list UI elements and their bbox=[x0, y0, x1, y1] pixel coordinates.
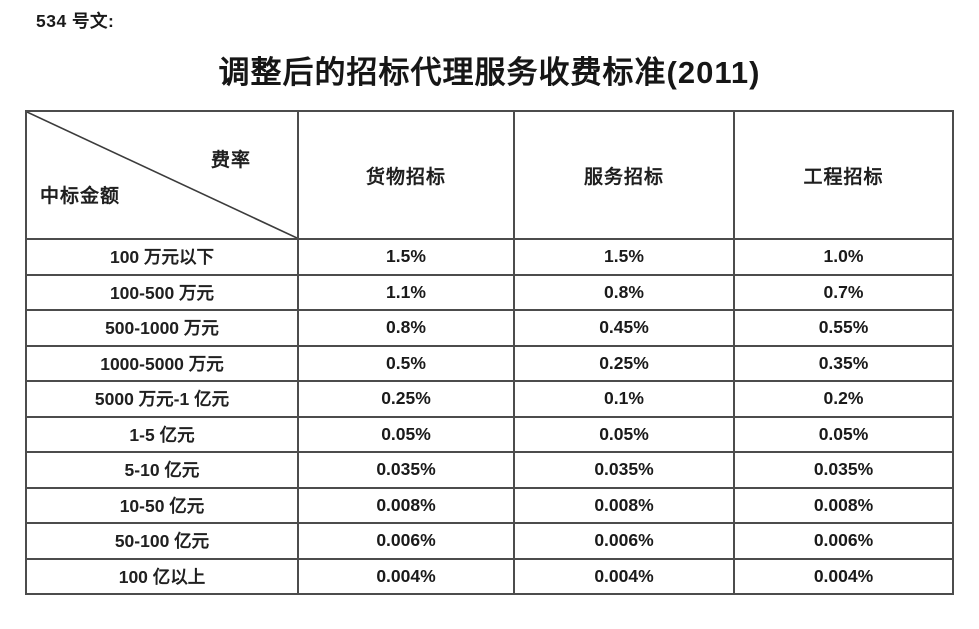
amount-cell: 1-5 亿元 bbox=[25, 415, 299, 453]
table-row: 1-5 亿元 0.05% 0.05% 0.05% bbox=[25, 415, 954, 453]
works-rate-cell: 0.55% bbox=[733, 309, 954, 347]
corner-label-rate: 费率 bbox=[210, 150, 251, 171]
amount-cell: 100 亿以上 bbox=[25, 557, 299, 595]
page-title: 调整后的招标代理服务收费标准(2011) bbox=[218, 55, 761, 90]
doc-number-label: 534 号文: bbox=[36, 11, 115, 31]
column-header-works: 工程招标 bbox=[733, 110, 954, 240]
table-row: 5000 万元-1 亿元 0.25% 0.1% 0.2% bbox=[25, 380, 954, 418]
amount-cell: 5000 万元-1 亿元 bbox=[25, 380, 299, 418]
table-row: 100-500 万元 1.1% 0.8% 0.7% bbox=[25, 273, 954, 311]
goods-rate-cell: 0.035% bbox=[297, 451, 515, 489]
service-rate-cell: 1.5% bbox=[513, 238, 735, 276]
amount-cell: 500-1000 万元 bbox=[25, 309, 299, 347]
corner-header-cell: 费率 中标金额 bbox=[25, 110, 299, 240]
works-rate-cell: 0.7% bbox=[733, 273, 954, 311]
corner-label-amount: 中标金额 bbox=[40, 186, 121, 207]
goods-rate-cell: 0.006% bbox=[297, 522, 515, 560]
fee-rate-table: 费率 中标金额 货物招标 服务招标 工程招标 100 万元以下 1.5% 1.5… bbox=[25, 110, 954, 595]
table-row: 5-10 亿元 0.035% 0.035% 0.035% bbox=[25, 451, 954, 489]
amount-cell: 5-10 亿元 bbox=[25, 451, 299, 489]
diagonal-divider-line bbox=[27, 112, 297, 238]
service-rate-cell: 0.035% bbox=[513, 451, 735, 489]
goods-rate-cell: 0.05% bbox=[297, 415, 515, 453]
service-rate-cell: 0.004% bbox=[513, 557, 735, 595]
works-rate-cell: 0.35% bbox=[733, 344, 954, 382]
table-row: 100 亿以上 0.004% 0.004% 0.004% bbox=[25, 557, 954, 595]
table-row: 10-50 亿元 0.008% 0.008% 0.008% bbox=[25, 486, 954, 524]
goods-rate-cell: 1.1% bbox=[297, 273, 515, 311]
amount-cell: 50-100 亿元 bbox=[25, 522, 299, 560]
works-rate-cell: 0.2% bbox=[733, 380, 954, 418]
amount-cell: 100-500 万元 bbox=[25, 273, 299, 311]
table-header-row: 费率 中标金额 货物招标 服务招标 工程招标 bbox=[25, 110, 954, 240]
amount-cell: 100 万元以下 bbox=[25, 238, 299, 276]
table-row: 1000-5000 万元 0.5% 0.25% 0.35% bbox=[25, 344, 954, 382]
service-rate-cell: 0.25% bbox=[513, 344, 735, 382]
works-rate-cell: 0.006% bbox=[733, 522, 954, 560]
column-header-goods: 货物招标 bbox=[297, 110, 515, 240]
works-rate-cell: 0.004% bbox=[733, 557, 954, 595]
service-rate-cell: 0.8% bbox=[513, 273, 735, 311]
goods-rate-cell: 1.5% bbox=[297, 238, 515, 276]
works-rate-cell: 0.035% bbox=[733, 451, 954, 489]
works-rate-cell: 0.008% bbox=[733, 486, 954, 524]
works-rate-cell: 1.0% bbox=[733, 238, 954, 276]
service-rate-cell: 0.05% bbox=[513, 415, 735, 453]
amount-cell: 10-50 亿元 bbox=[25, 486, 299, 524]
column-header-service: 服务招标 bbox=[513, 110, 735, 240]
table-row: 500-1000 万元 0.8% 0.45% 0.55% bbox=[25, 309, 954, 347]
service-rate-cell: 0.1% bbox=[513, 380, 735, 418]
service-rate-cell: 0.006% bbox=[513, 522, 735, 560]
amount-cell: 1000-5000 万元 bbox=[25, 344, 299, 382]
service-rate-cell: 0.45% bbox=[513, 309, 735, 347]
goods-rate-cell: 0.008% bbox=[297, 486, 515, 524]
goods-rate-cell: 0.25% bbox=[297, 380, 515, 418]
goods-rate-cell: 0.5% bbox=[297, 344, 515, 382]
table-row: 50-100 亿元 0.006% 0.006% 0.006% bbox=[25, 522, 954, 560]
works-rate-cell: 0.05% bbox=[733, 415, 954, 453]
goods-rate-cell: 0.004% bbox=[297, 557, 515, 595]
goods-rate-cell: 0.8% bbox=[297, 309, 515, 347]
service-rate-cell: 0.008% bbox=[513, 486, 735, 524]
table-row: 100 万元以下 1.5% 1.5% 1.0% bbox=[25, 238, 954, 276]
